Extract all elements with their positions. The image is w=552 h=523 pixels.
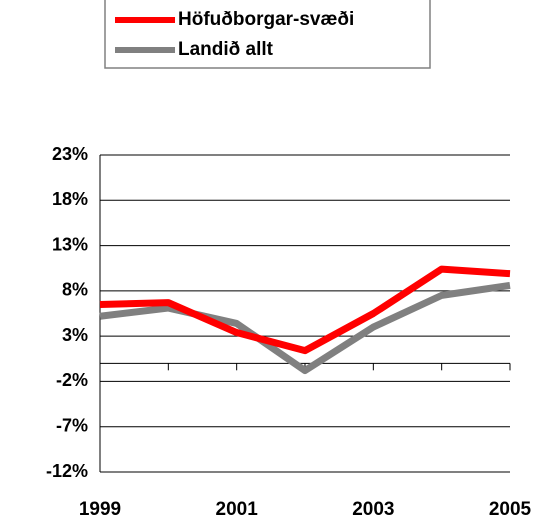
y-tick-label: 8% bbox=[62, 280, 88, 300]
legend-label: Höfuðborgar-svæði bbox=[178, 9, 354, 30]
series-line bbox=[99, 265, 511, 355]
y-tick-label: 18% bbox=[52, 189, 88, 209]
y-tick-label: 13% bbox=[52, 234, 88, 254]
y-tick-label: 3% bbox=[62, 325, 88, 345]
y-tick-label: -12% bbox=[46, 461, 88, 481]
x-tick-label: 1999 bbox=[79, 499, 121, 520]
y-tick-label: -7% bbox=[56, 415, 88, 435]
y-tick-label: -2% bbox=[56, 370, 88, 390]
x-tick-label: 2003 bbox=[352, 499, 394, 520]
legend-box bbox=[104, 0, 431, 69]
series-line bbox=[99, 281, 511, 375]
legend-label: Landið allt bbox=[178, 39, 274, 60]
x-tick-label: 2005 bbox=[489, 499, 532, 520]
y-tick-label: 23% bbox=[52, 144, 88, 164]
x-tick-label: 2001 bbox=[216, 499, 259, 520]
